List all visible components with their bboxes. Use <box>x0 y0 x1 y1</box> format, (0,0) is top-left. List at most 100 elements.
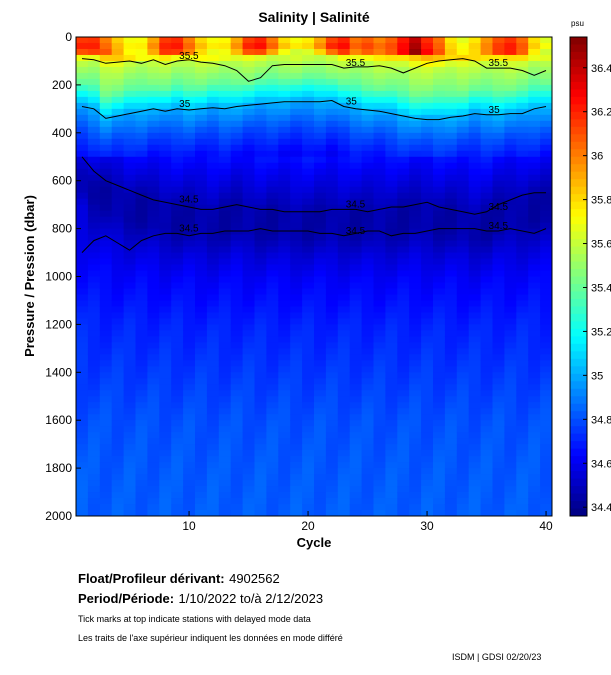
colorbar-swatch <box>570 493 587 502</box>
heatmap-cell <box>195 162 208 170</box>
heatmap-cell <box>314 354 327 361</box>
heatmap-cell <box>159 234 172 242</box>
heatmap-cell <box>492 294 505 301</box>
heatmap-cell <box>302 336 315 343</box>
heatmap-cell <box>159 270 172 277</box>
heatmap-cell <box>218 342 232 349</box>
heatmap-cell <box>373 294 386 301</box>
heatmap-cell <box>373 156 386 164</box>
heatmap-cell <box>147 420 160 427</box>
heatmap-cell <box>314 444 327 451</box>
heatmap-cell <box>171 396 184 403</box>
heatmap-cell <box>516 366 529 373</box>
heatmap-cell <box>528 192 541 200</box>
heatmap-cell <box>254 324 267 331</box>
heatmap-cell <box>183 60 196 68</box>
heatmap-cell <box>373 426 386 433</box>
heatmap-cell <box>433 414 446 421</box>
heatmap-cell <box>290 474 303 481</box>
heatmap-cell <box>314 198 327 206</box>
heatmap-cell <box>373 48 386 56</box>
heatmap-cell <box>87 42 101 50</box>
heatmap-cell <box>528 288 541 295</box>
heatmap-cell <box>266 282 279 289</box>
heatmap-cell <box>135 210 148 218</box>
heatmap-cell <box>504 72 517 80</box>
heatmap-cell <box>444 318 458 325</box>
heatmap-cell <box>325 444 339 451</box>
heatmap-cell <box>266 162 279 170</box>
heatmap-cell <box>385 204 398 212</box>
heatmap-cell <box>480 108 493 116</box>
heatmap-cell <box>385 54 398 62</box>
heatmap-cell <box>480 168 493 176</box>
heatmap-cell <box>480 204 493 212</box>
heatmap-cell <box>159 486 172 493</box>
heatmap-cell <box>242 264 255 272</box>
heatmap-cell <box>171 270 184 277</box>
heatmap-cell <box>456 186 470 194</box>
heatmap-cell <box>325 252 339 260</box>
heatmap-cell <box>242 120 255 128</box>
heatmap-cell <box>480 198 493 206</box>
colorbar-tick-label: 35 <box>591 370 603 382</box>
heatmap-cell <box>87 78 101 86</box>
heatmap-cell <box>135 294 148 301</box>
heatmap-cell <box>373 90 386 98</box>
heatmap-cell <box>111 324 125 331</box>
heatmap-cell <box>206 438 220 445</box>
heatmap-cell <box>290 342 303 349</box>
heatmap-cell <box>135 498 148 505</box>
heatmap-cell <box>123 474 136 481</box>
heatmap-cell <box>87 246 101 254</box>
colorbar-swatch <box>570 261 587 270</box>
heatmap-cell <box>373 108 386 116</box>
heatmap-cell <box>230 288 244 295</box>
heatmap-cell <box>528 336 541 343</box>
heatmap-cell <box>99 66 113 74</box>
heatmap-cell <box>123 138 136 146</box>
heatmap-cell <box>361 330 374 337</box>
heatmap-cell <box>349 324 363 331</box>
heatmap-cell <box>528 402 541 409</box>
heatmap-cell <box>195 54 208 62</box>
heatmap-cell <box>87 234 101 242</box>
heatmap-cell <box>254 366 267 373</box>
heatmap-cell <box>87 396 101 403</box>
heatmap-cell <box>87 462 101 469</box>
heatmap-cell <box>421 126 434 134</box>
heatmap-cell <box>254 204 267 212</box>
heatmap-cell <box>325 120 339 128</box>
heatmap-cell <box>361 432 374 439</box>
heatmap-cell <box>183 96 196 104</box>
heatmap-cell <box>230 324 244 331</box>
heatmap-cell <box>468 330 482 337</box>
heatmap-cell <box>278 288 291 295</box>
heatmap-cell <box>183 372 196 379</box>
heatmap-cell <box>409 330 422 337</box>
heatmap-cell <box>504 372 517 379</box>
heatmap-cell <box>373 312 386 319</box>
heatmap-cell <box>468 156 482 164</box>
heatmap-cell <box>540 114 553 122</box>
heatmap-cell <box>337 180 351 188</box>
heatmap-cell <box>76 108 89 116</box>
colorbar-swatch <box>570 134 587 143</box>
heatmap-cell <box>504 474 517 481</box>
heatmap-cell <box>242 444 255 451</box>
heatmap-cell <box>123 78 136 86</box>
heatmap-cell <box>278 258 291 266</box>
heatmap-cell <box>325 426 339 433</box>
heatmap-cell <box>385 132 398 140</box>
colorbar-label: psu <box>571 19 584 28</box>
heatmap-cell <box>206 366 220 373</box>
heatmap-cell <box>123 396 136 403</box>
heatmap-cell <box>444 138 458 146</box>
heatmap-cell <box>528 450 541 457</box>
heatmap-cell <box>290 246 303 254</box>
heatmap-cell <box>468 66 482 74</box>
heatmap-cell <box>206 282 220 289</box>
heatmap-cell <box>76 216 89 224</box>
heatmap-cell <box>123 342 136 349</box>
heatmap-cell <box>325 228 339 236</box>
